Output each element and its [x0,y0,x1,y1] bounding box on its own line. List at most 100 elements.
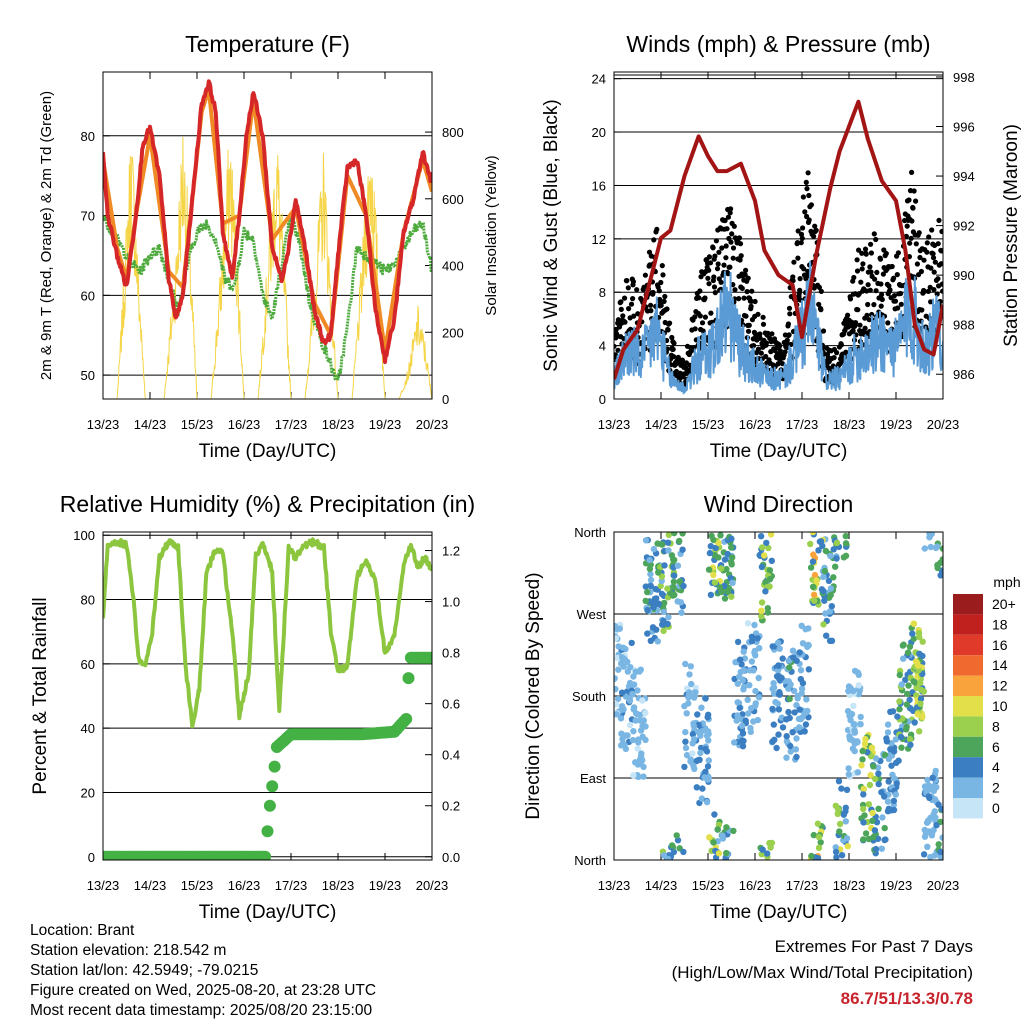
legend-swatch [953,716,983,737]
direction-point [792,746,800,753]
humidity-precip-panel: Relative Humidity (%) & Precipitation (i… [30,491,475,923]
legend-label: 8 [992,718,1000,734]
gust-point [671,340,677,346]
direction-point [642,597,649,605]
direction-point [669,592,677,599]
direction-point [682,738,689,745]
gust-point [811,233,817,239]
direction-point [639,697,646,704]
legend-label: 4 [992,759,1000,775]
gust-point [642,272,649,278]
direction-point [754,635,761,642]
direction-point [854,738,861,745]
extremes-block: Extremes For Past 7 Days (High/Low/Max W… [672,934,973,1012]
direction-point [785,708,792,716]
direction-point [676,537,683,545]
direction-point [843,835,851,842]
direction-point [920,851,928,858]
dewpoint-line [103,213,432,382]
direction-point [857,721,864,728]
gust-point [742,272,748,278]
direction-point [875,805,882,812]
gust-point [935,241,941,247]
direction-point [768,557,775,564]
gust-point [729,231,735,237]
direction-point [661,562,668,569]
direction-point [904,690,911,698]
gust-point [697,288,703,294]
gust-point [669,334,675,341]
direction-point [750,718,757,725]
y-tick-label: 0 [599,392,606,407]
direction-point [798,690,805,697]
gust-point [708,310,714,316]
direction-point [658,590,666,598]
recent-timestamp: Most recent data timestamp: 2025/08/20 2… [30,1002,373,1019]
direction-point [861,812,868,819]
direction-point [896,671,903,679]
direction-point [691,735,698,743]
y2-tick-label: 998 [953,70,975,85]
y-tick-label: 4 [599,339,606,354]
direction-point [758,613,765,620]
direction-point [838,852,846,859]
direction-point [921,545,928,552]
gust-point [820,328,827,334]
relative-humidity-line [103,537,432,729]
gust-point [741,295,747,301]
direction-point [921,833,929,840]
precip-point [261,825,274,838]
direction-point [682,744,690,752]
direction-point [729,579,736,586]
direction-point [634,761,642,768]
gust-point [894,272,900,278]
gust-point [622,295,628,301]
direction-point [789,647,797,654]
direction-point [869,809,876,817]
y2-tick-label: 0.0 [442,850,460,865]
x-tick-label: 18/23 [322,878,355,893]
direction-point [833,555,840,562]
y2-tick-label: 800 [442,125,464,140]
gust-point [872,276,878,282]
gust-point [804,186,810,192]
direction-point [751,621,758,629]
x-tick-label: 15/23 [692,878,725,893]
direction-point [810,591,818,598]
direction-point [793,735,800,742]
gust-point [879,292,885,298]
gust-point [727,264,733,270]
direction-point [882,836,889,843]
gust-point [834,350,840,356]
direction-point [845,771,852,778]
direction-point [934,564,941,572]
direction-point [658,541,665,548]
direction-point [618,660,625,667]
gust-point [929,227,935,233]
direction-point [895,757,902,764]
gust-point [871,231,877,237]
direction-point [674,598,681,605]
direction-point [850,720,857,728]
gust-point [806,192,812,199]
direction-point [910,620,918,627]
direction-point [870,833,877,841]
x-tick-label: 19/23 [880,878,913,893]
gust-point [831,355,837,361]
direction-point [775,731,782,738]
gust-point [818,307,824,313]
gust-point [658,302,664,308]
gust-point [924,249,930,255]
gust-point [880,271,887,277]
direction-point [644,630,651,637]
gust-point [730,245,737,251]
direction-point [927,543,934,551]
direction-point [878,845,885,852]
direction-point [734,699,741,706]
gust-point [782,349,788,355]
x-tick-label: 20/23 [927,417,960,432]
gust-point [739,285,745,291]
direction-point [739,730,747,737]
direction-point [906,736,914,743]
gust-point [650,289,656,296]
